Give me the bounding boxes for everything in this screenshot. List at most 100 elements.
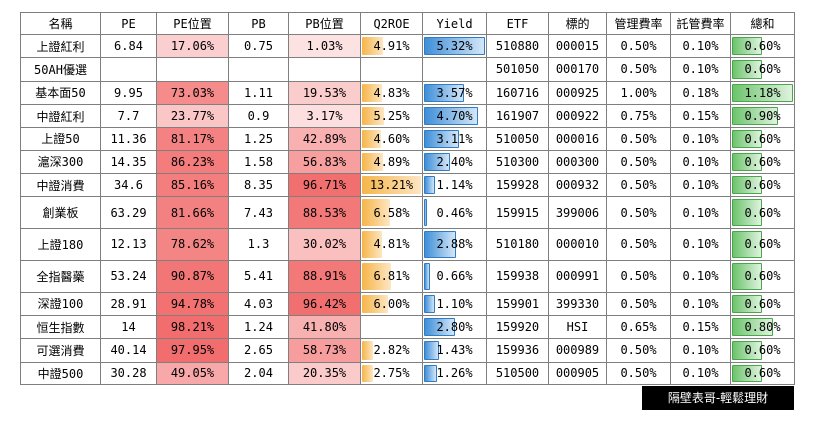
pb-position-cell[interactable]: 30.02% — [288, 228, 361, 261]
etf-code-cell[interactable]: 160716 — [486, 80, 549, 105]
underlying-code-cell[interactable]: 000300 — [548, 149, 607, 174]
pb-cell[interactable]: 1.3 — [228, 228, 289, 261]
q2roe-cell[interactable]: 6.00% — [360, 291, 423, 317]
etf-code-cell[interactable]: 510500 — [486, 361, 549, 386]
underlying-code-cell[interactable]: 000932 — [548, 172, 607, 198]
index-name-cell[interactable]: 恒生指數 — [20, 314, 101, 340]
pb-position-cell[interactable]: 3.17% — [288, 103, 361, 129]
pb-cell[interactable]: 7.43 — [228, 196, 289, 230]
etf-code-cell[interactable]: 159915 — [486, 196, 549, 230]
index-name-cell[interactable]: 中證紅利 — [20, 103, 101, 129]
etf-code-cell[interactable]: 510050 — [486, 127, 549, 151]
pe-cell[interactable]: 30.28 — [100, 361, 157, 386]
total-fee-cell[interactable]: 0.60% — [730, 196, 795, 230]
yield-cell[interactable]: 4.70% — [422, 103, 487, 129]
management-fee-cell[interactable]: 0.50% — [606, 57, 671, 82]
underlying-code-cell[interactable]: 000925 — [548, 80, 607, 105]
q2roe-cell[interactable]: 4.60% — [360, 127, 423, 151]
yield-cell[interactable]: 5.32% — [422, 33, 487, 59]
q2roe-cell[interactable]: 6.81% — [360, 259, 423, 293]
yield-cell[interactable] — [422, 57, 487, 82]
total-fee-cell[interactable]: 0.60% — [730, 338, 795, 363]
total-fee-cell[interactable]: 0.60% — [730, 228, 795, 261]
total-fee-cell[interactable]: 0.60% — [730, 149, 795, 174]
pe-position-cell[interactable]: 73.03% — [156, 80, 229, 105]
pe-cell[interactable]: 11.36 — [100, 127, 157, 151]
etf-code-cell[interactable]: 510880 — [486, 33, 549, 59]
pb-cell[interactable]: 8.35 — [228, 172, 289, 198]
yield-cell[interactable]: 3.11% — [422, 127, 487, 151]
pe-position-cell[interactable]: 86.23% — [156, 149, 229, 174]
underlying-code-cell[interactable]: 000991 — [548, 259, 607, 293]
custody-fee-cell[interactable]: 0.10% — [670, 291, 731, 317]
pe-position-cell[interactable]: 23.77% — [156, 103, 229, 129]
pe-cell[interactable]: 12.13 — [100, 228, 157, 261]
management-fee-cell[interactable]: 1.00% — [606, 80, 671, 105]
header-pb[interactable]: PB — [228, 12, 289, 35]
custody-fee-cell[interactable]: 0.10% — [670, 361, 731, 386]
total-fee-cell[interactable]: 0.60% — [730, 291, 795, 317]
header-name[interactable]: 名稱 — [20, 12, 101, 35]
pe-position-cell[interactable]: 98.21% — [156, 314, 229, 340]
custody-fee-cell[interactable]: 0.15% — [670, 103, 731, 129]
custody-fee-cell[interactable]: 0.10% — [670, 149, 731, 174]
yield-cell[interactable]: 3.57% — [422, 80, 487, 105]
index-name-cell[interactable]: 可選消費 — [20, 338, 101, 363]
yield-cell[interactable]: 1.14% — [422, 172, 487, 198]
etf-code-cell[interactable]: 510300 — [486, 149, 549, 174]
total-fee-cell[interactable]: 0.60% — [730, 127, 795, 151]
pb-position-cell[interactable]: 56.83% — [288, 149, 361, 174]
index-name-cell[interactable]: 上證180 — [20, 228, 101, 261]
header-underlying[interactable]: 標的 — [548, 12, 607, 35]
index-name-cell[interactable]: 中證消費 — [20, 172, 101, 198]
yield-cell[interactable]: 0.46% — [422, 196, 487, 230]
etf-code-cell[interactable]: 159928 — [486, 172, 549, 198]
pe-cell[interactable]: 6.84 — [100, 33, 157, 59]
etf-code-cell[interactable]: 501050 — [486, 57, 549, 82]
q2roe-cell[interactable]: 2.82% — [360, 338, 423, 363]
header-total-fee[interactable]: 總和 — [730, 12, 795, 35]
total-fee-cell[interactable]: 0.90% — [730, 103, 795, 129]
pb-cell[interactable]: 1.24 — [228, 314, 289, 340]
custody-fee-cell[interactable]: 0.10% — [670, 196, 731, 230]
pe-position-cell[interactable]: 17.06% — [156, 33, 229, 59]
management-fee-cell[interactable]: 0.65% — [606, 314, 671, 340]
custody-fee-cell[interactable]: 0.10% — [670, 127, 731, 151]
management-fee-cell[interactable]: 0.50% — [606, 259, 671, 293]
etf-code-cell[interactable]: 159920 — [486, 314, 549, 340]
yield-cell[interactable]: 2.40% — [422, 149, 487, 174]
custody-fee-cell[interactable]: 0.10% — [670, 338, 731, 363]
pb-position-cell[interactable]: 96.42% — [288, 291, 361, 317]
total-fee-cell[interactable]: 0.60% — [730, 57, 795, 82]
custody-fee-cell[interactable]: 0.10% — [670, 33, 731, 59]
etf-code-cell[interactable]: 159936 — [486, 338, 549, 363]
q2roe-cell[interactable] — [360, 314, 423, 340]
q2roe-cell[interactable]: 6.58% — [360, 196, 423, 230]
management-fee-cell[interactable]: 0.50% — [606, 196, 671, 230]
management-fee-cell[interactable]: 0.50% — [606, 33, 671, 59]
pb-position-cell[interactable]: 1.03% — [288, 33, 361, 59]
pe-position-cell[interactable]: 97.95% — [156, 338, 229, 363]
management-fee-cell[interactable]: 0.50% — [606, 228, 671, 261]
pb-cell[interactable]: 4.03 — [228, 291, 289, 317]
pb-position-cell[interactable] — [288, 57, 361, 82]
header-pe[interactable]: PE — [100, 12, 157, 35]
etf-code-cell[interactable]: 159938 — [486, 259, 549, 293]
index-name-cell[interactable]: 上證紅利 — [20, 33, 101, 59]
header-yield[interactable]: Yield — [422, 12, 487, 35]
total-fee-cell[interactable]: 1.18% — [730, 80, 795, 105]
pb-cell[interactable]: 5.41 — [228, 259, 289, 293]
pb-position-cell[interactable]: 42.89% — [288, 127, 361, 151]
pb-cell[interactable]: 0.75 — [228, 33, 289, 59]
header-pe-position[interactable]: PE位置 — [156, 12, 229, 35]
etf-code-cell[interactable]: 161907 — [486, 103, 549, 129]
q2roe-cell[interactable]: 4.83% — [360, 80, 423, 105]
index-name-cell[interactable]: 全指醫藥 — [20, 259, 101, 293]
header-management-fee[interactable]: 管理費率 — [606, 12, 671, 35]
pe-position-cell[interactable]: 90.87% — [156, 259, 229, 293]
header-pb-position[interactable]: PB位置 — [288, 12, 361, 35]
management-fee-cell[interactable]: 0.50% — [606, 127, 671, 151]
underlying-code-cell[interactable]: 399006 — [548, 196, 607, 230]
q2roe-cell[interactable]: 4.81% — [360, 228, 423, 261]
management-fee-cell[interactable]: 0.50% — [606, 338, 671, 363]
